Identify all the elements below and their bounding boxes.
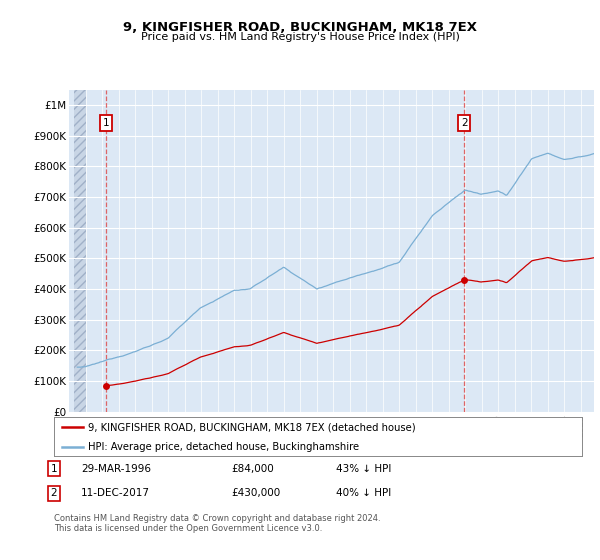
Text: 29-MAR-1996: 29-MAR-1996 xyxy=(81,464,151,474)
Text: 2: 2 xyxy=(461,118,467,128)
Text: Price paid vs. HM Land Registry's House Price Index (HPI): Price paid vs. HM Land Registry's House … xyxy=(140,32,460,43)
Bar xyxy=(74,90,86,412)
Text: 11-DEC-2017: 11-DEC-2017 xyxy=(81,488,150,498)
Text: HPI: Average price, detached house, Buckinghamshire: HPI: Average price, detached house, Buck… xyxy=(88,442,359,451)
Text: £430,000: £430,000 xyxy=(231,488,280,498)
Text: 1: 1 xyxy=(103,118,109,128)
Text: 43% ↓ HPI: 43% ↓ HPI xyxy=(336,464,391,474)
Text: 2: 2 xyxy=(50,488,58,498)
Text: 9, KINGFISHER ROAD, BUCKINGHAM, MK18 7EX (detached house): 9, KINGFISHER ROAD, BUCKINGHAM, MK18 7EX… xyxy=(88,422,416,432)
Text: 9, KINGFISHER ROAD, BUCKINGHAM, MK18 7EX: 9, KINGFISHER ROAD, BUCKINGHAM, MK18 7EX xyxy=(123,21,477,34)
Text: Contains HM Land Registry data © Crown copyright and database right 2024.
This d: Contains HM Land Registry data © Crown c… xyxy=(54,514,380,534)
Text: £84,000: £84,000 xyxy=(231,464,274,474)
Text: 1: 1 xyxy=(50,464,58,474)
Text: 40% ↓ HPI: 40% ↓ HPI xyxy=(336,488,391,498)
